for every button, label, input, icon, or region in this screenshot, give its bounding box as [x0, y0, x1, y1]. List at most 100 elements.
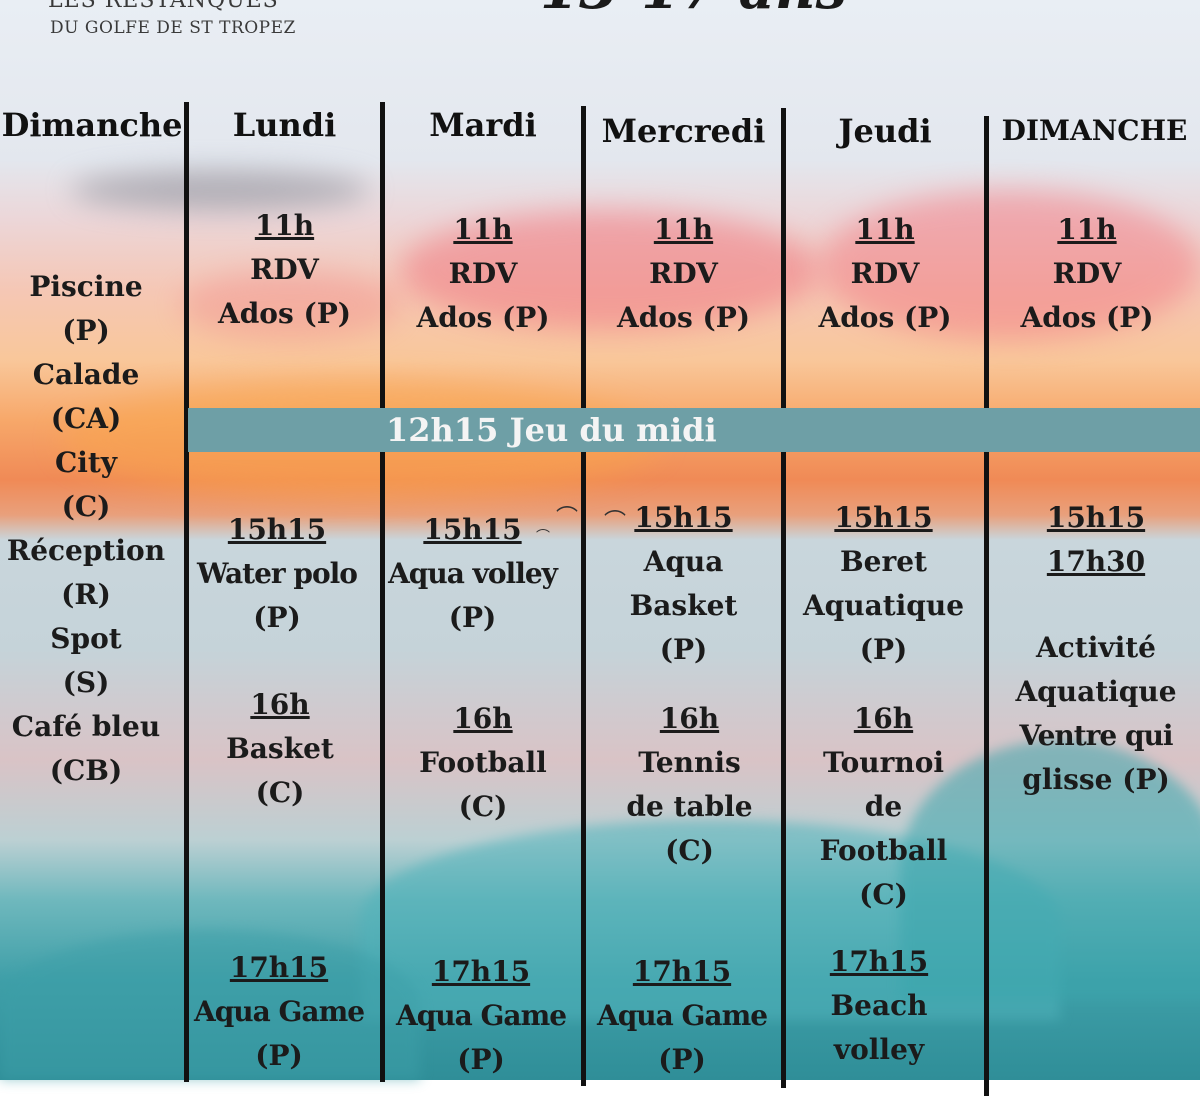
activity-label: Beach [830, 989, 928, 1022]
day-header-mardi: Mardi [429, 106, 537, 144]
page-title: 13-17 ans [540, 0, 847, 22]
bird-icon: ⌒ [604, 510, 627, 535]
activity-label: Aqua Game [596, 999, 768, 1032]
activity-label: Tournoi [822, 746, 945, 779]
day-header-lundi: Lundi [232, 106, 337, 144]
afternoon-block-lundi-2: 16h Basket (C) [189, 683, 371, 815]
activity-label: Activité [1036, 631, 1156, 664]
afternoon-block-dimanche-2: 15h15 17h30 Activité Aquatique Ventre qu… [996, 496, 1196, 802]
activity-label: RDV [250, 253, 319, 286]
wave-shape [0, 930, 420, 1080]
activity-label: Aqua [643, 545, 724, 578]
activity-label: Ventre qui [1019, 719, 1173, 752]
activity-label: Ados (P) [416, 301, 550, 334]
activity-label: Basket [629, 589, 738, 622]
column-divider [581, 106, 586, 1086]
time-label: 11h [855, 213, 915, 246]
activity-label: Ados (P) [1020, 301, 1154, 334]
location-label: (P) [448, 601, 497, 634]
legend-item: (S) [62, 666, 110, 699]
activity-label: de [864, 790, 903, 823]
location-label: (C) [665, 834, 714, 867]
midday-band-label: 12h15 Jeu du midi [386, 411, 717, 449]
column-divider [184, 102, 189, 1082]
location-label: (C) [458, 790, 508, 823]
column-divider [984, 116, 989, 1096]
wave-shape [900, 740, 1200, 1000]
column-divider [380, 102, 385, 1082]
time-label: 15h15 [423, 513, 522, 546]
afternoon-block-jeudi-1: 15h15 Beret Aquatique (P) [786, 496, 981, 672]
activity-label: Football [419, 746, 547, 779]
cloud-shape [820, 190, 1200, 340]
location-label: (P) [658, 1043, 706, 1076]
bird-icon: ⌒ [536, 529, 550, 545]
activity-label: RDV [850, 257, 920, 290]
afternoon-block-jeudi-2: 16h Tournoi de Football (C) [786, 697, 981, 917]
time-label: 17h15 [431, 955, 531, 988]
time-label: 11h [254, 209, 315, 242]
morning-block-jeudi: 11h RDV Ados (P) [786, 208, 984, 340]
time-label: 16h [453, 702, 513, 735]
brand-subtitle: DU GOLFE DE ST TROPEZ [50, 18, 296, 38]
activity-label: RDV [649, 257, 718, 290]
morning-block-mardi: 11h RDV Ados (P) [385, 208, 581, 340]
activity-label: Ados (P) [616, 301, 751, 334]
afternoon-block-mardi-3: 17h15 Aqua Game (P) [385, 950, 577, 1082]
afternoon-block-lundi-3: 17h15 Aqua Game (P) [186, 946, 372, 1078]
activity-label: Aquatique [802, 589, 965, 622]
legend-item: Réception [6, 534, 166, 567]
bird-icon: ⌒ [556, 506, 579, 531]
activity-label: de table [626, 790, 753, 823]
day-header-dimanche: Dimanche [1, 106, 183, 144]
legend-item: Piscine [29, 270, 143, 303]
location-label: (P) [859, 633, 908, 666]
brand-name: LES RESTANQUES [48, 0, 279, 13]
location-label: (P) [659, 633, 708, 666]
afternoon-block-lundi-1: 15h15 Water polo (P) [186, 508, 368, 640]
activity-label: Aqua Game [193, 995, 365, 1028]
legend-item: Café bleu [11, 710, 161, 743]
legend-item: Calade [32, 358, 140, 391]
location-legend: Piscine (P) Calade (CA) City (C) Récepti… [0, 265, 172, 793]
afternoon-block-jeudi-3: 17h15 Beach volley [786, 940, 972, 1072]
legend-item: (C) [61, 490, 111, 523]
activity-label: glisse (P) [1022, 763, 1170, 796]
legend-item: City [54, 446, 118, 479]
day-header-dimanche-2: DIMANCHE [1001, 114, 1188, 147]
time-label: 11h [1057, 213, 1117, 246]
location-label: (C) [255, 776, 305, 809]
activity-label: Football [819, 834, 948, 867]
cloud-shape [180, 270, 400, 340]
activity-label: RDV [1052, 257, 1122, 290]
time-label: 17h15 [229, 951, 329, 984]
column-divider [781, 108, 786, 1088]
cloud-shape [70, 170, 370, 210]
afternoon-block-mercredi-2: 16h Tennis de table (C) [592, 697, 787, 873]
day-header-mercredi: Mercredi [601, 112, 766, 150]
morning-block-mercredi: 11h RDV Ados (P) [586, 208, 781, 340]
activity-label: Ados (P) [217, 297, 352, 330]
location-label: (C) [859, 878, 908, 911]
time-label: 15h15 [634, 501, 733, 534]
time-label: 15h15 [227, 513, 327, 546]
cloud-shape [400, 210, 820, 330]
activity-label: Aqua volley [388, 557, 558, 590]
time-label: 15h15 [1046, 501, 1146, 534]
activity-label: Aquatique [1015, 675, 1177, 708]
midday-band [188, 408, 1200, 452]
time-label: 17h15 [632, 955, 732, 988]
time-label: 11h [453, 213, 513, 246]
time-label: 16h [659, 702, 720, 735]
legend-item: (CA) [50, 402, 122, 435]
activity-label: RDV [448, 257, 518, 290]
activity-label: Tennis [638, 746, 741, 779]
location-label: (P) [457, 1043, 505, 1076]
time-label: 16h [853, 702, 914, 735]
afternoon-block-mercredi-3: 17h15 Aqua Game (P) [586, 950, 778, 1082]
time-label: 11h [653, 213, 714, 246]
activity-label: Beret [840, 545, 927, 578]
day-header-jeudi: Jeudi [838, 112, 932, 150]
location-label: (P) [253, 601, 301, 634]
legend-item: Spot [50, 622, 122, 655]
